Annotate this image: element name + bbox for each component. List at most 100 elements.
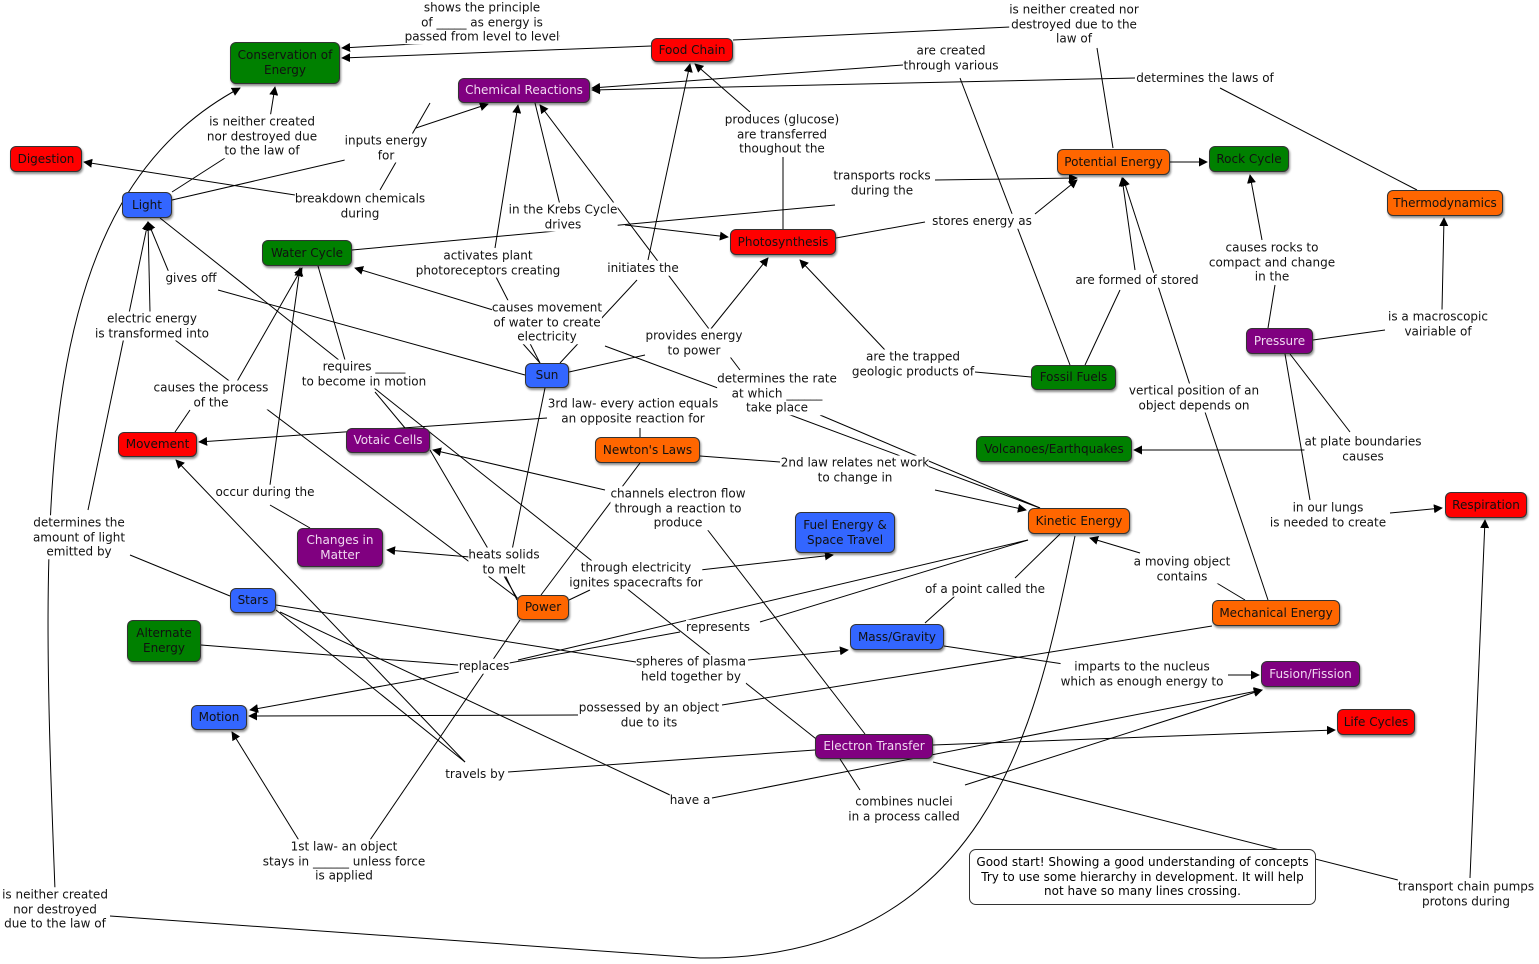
link-label: transport chain pumps protons during: [1397, 879, 1535, 909]
concept-node: Power: [517, 595, 569, 620]
link-label: 2nd law relates net work to change in: [780, 455, 930, 485]
connector: [175, 459, 466, 763]
connector: [146, 221, 171, 276]
connector: [1439, 217, 1449, 311]
concept-node: Sun: [525, 363, 569, 388]
connector: [1389, 504, 1443, 514]
connector: [1219, 87, 1418, 191]
link-label: electric energy is transformed into: [94, 311, 210, 341]
link-label: combines nuclei in a process called: [848, 794, 960, 824]
link-label: initiates the: [607, 260, 679, 276]
connector: [83, 158, 296, 196]
concept-node: Mass/Gravity: [850, 624, 944, 650]
connector: [1312, 329, 1386, 341]
concept-node: Volcanoes/Earthquakes: [976, 436, 1132, 462]
connector: [624, 224, 729, 241]
connector: [143, 221, 153, 313]
connector: [494, 104, 522, 249]
concept-node: Digestion: [10, 146, 82, 172]
connector: [47, 87, 241, 891]
link-label: shows the principle of _____ as energy i…: [404, 0, 560, 44]
concept-node: Pressure: [1246, 328, 1313, 354]
connector: [819, 414, 1041, 509]
connector: [591, 64, 904, 92]
connector: [759, 539, 1029, 623]
connector: [539, 104, 741, 371]
concept-node: Photosynthesis: [730, 229, 836, 255]
connector: [1096, 47, 1114, 149]
comment-box: Good start! Showing a good understanding…: [969, 849, 1316, 905]
connector: [799, 259, 886, 351]
concept-node: Fossil Fuels: [1031, 365, 1116, 390]
link-label: vertical position of an object depends o…: [1128, 383, 1260, 413]
concept-node: Mechanical Energy: [1212, 600, 1340, 626]
connector: [1118, 177, 1136, 271]
link-label: inputs energy for: [344, 133, 428, 163]
connector: [1204, 411, 1269, 601]
connector: [699, 551, 834, 571]
connector: [934, 173, 1078, 183]
connector: [341, 45, 652, 63]
link-label: produces (glucose) are transferred thoug…: [724, 112, 840, 156]
link-label: determines the amount of light emitted b…: [32, 515, 126, 559]
concept-node: Fusion/Fission: [1261, 661, 1360, 687]
link-label: stores energy as: [932, 213, 1032, 229]
link-label: channels electron flow through a reactio…: [610, 486, 746, 530]
connector: [374, 391, 406, 429]
concept-node: Water Cycle: [262, 240, 352, 266]
connector: [835, 221, 926, 239]
link-label: occur during the: [215, 484, 315, 500]
link-label: activates plant photoreceptors creating: [415, 248, 561, 278]
link-label: determines the rate at which ______ take…: [717, 371, 837, 415]
connector: [974, 371, 1032, 378]
concept-node: Rock Cycle: [1209, 146, 1289, 172]
link-label: in the Krebs Cycle drives: [508, 202, 618, 232]
link-label: in our lungs is needed to create: [1269, 500, 1387, 530]
connector: [711, 687, 1263, 799]
connector: [415, 102, 489, 129]
connector: [87, 221, 151, 511]
connector: [432, 447, 606, 491]
link-label: provides energy to power: [645, 328, 743, 358]
concept-node: Potential Energy: [1057, 149, 1170, 175]
connector: [709, 257, 769, 331]
link-label: travels by: [445, 766, 505, 782]
connector: [964, 688, 1263, 786]
connector: [694, 63, 751, 113]
link-label: is a macroscopic vairiable of: [1388, 309, 1488, 339]
connector: [174, 409, 191, 433]
link-label: spheres of plasma held together by: [636, 654, 746, 684]
connector: [269, 86, 279, 119]
connector: [1034, 179, 1078, 215]
link-label: is neither created nor destroyed due to …: [206, 114, 318, 158]
concept-node: Changes in Matter: [297, 528, 383, 567]
concept-node: Kinetic Energy: [1028, 508, 1130, 534]
link-label: causes movement of water to create elect…: [491, 300, 603, 344]
link-label: is neither created nor destroyed due to …: [1009, 2, 1139, 46]
link-label: a moving object contains: [1133, 554, 1231, 584]
connector: [839, 758, 861, 791]
connector: [934, 489, 1027, 513]
link-label: determines the laws of: [1136, 70, 1274, 86]
connector: [275, 609, 466, 763]
connector: [568, 589, 591, 601]
connector: [932, 725, 1336, 746]
connector: [943, 645, 1071, 666]
link-label: represents: [686, 619, 750, 635]
concept-node: Food Chain: [651, 38, 733, 62]
connector: [279, 611, 671, 796]
connector: [369, 619, 521, 841]
connector: [171, 157, 226, 193]
link-label: imparts to the nucleus which as enough e…: [1060, 659, 1224, 689]
connector: [747, 646, 849, 661]
link-label: gives off: [165, 270, 217, 286]
concept-node: Chemical Reactions: [458, 78, 590, 103]
concept-node: Conservation of Energy: [230, 42, 340, 84]
link-label: heats solids to melt: [468, 547, 540, 577]
link-label: transports rocks during the: [833, 168, 931, 198]
link-label: are created through various: [903, 43, 999, 73]
link-label: replaces: [458, 658, 510, 674]
connector: [248, 711, 579, 721]
